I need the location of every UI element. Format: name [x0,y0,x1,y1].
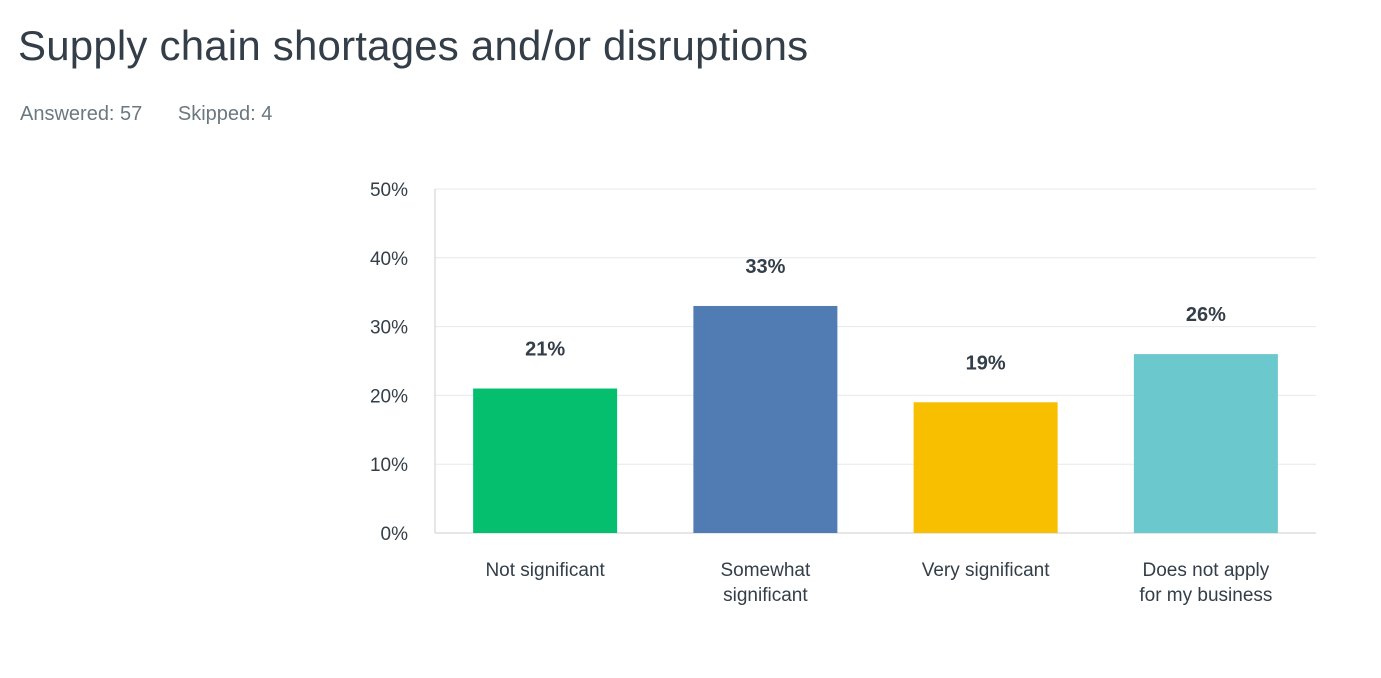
data-label: 26% [1186,304,1226,326]
bars [473,305,1278,533]
category-label-line: significant [723,585,808,606]
data-label: 33% [745,256,785,278]
category-label-line: Somewhat [720,560,810,581]
y-tick-label: 20% [370,386,408,407]
bar [1133,354,1278,533]
y-tick-label: 40% [370,249,408,270]
data-label: 21% [525,339,565,361]
y-tick-label: 10% [370,455,408,476]
bar [913,402,1058,533]
category-label: Not significant [485,560,605,581]
y-tick-label: 30% [370,318,408,339]
category-label: Very significant [922,560,1051,581]
y-tick-label: 0% [381,524,409,545]
data-label: 19% [966,352,1006,374]
y-axis-ticks: 0% 10% 20% 30% 40% 50% [370,180,408,545]
answered-count: Answered: 57 [20,103,143,125]
bar [693,305,838,533]
skipped-count: Skipped: 4 [177,103,273,125]
category-label-line: for my business [1139,585,1272,606]
category-label-line: Very significant [922,560,1051,581]
category-label-line: Not significant [485,560,605,581]
x-axis-categories: Not significant Somewhat significant Very s… [485,560,1272,606]
category-label: Does not apply for my business [1139,560,1272,606]
data-labels: 21% 33% 19% 26% [525,256,1226,374]
page-title: Supply chain shortages and/or disruption… [18,22,809,69]
category-label: Somewhat significant [720,560,810,606]
y-tick-label: 50% [370,180,408,201]
response-stats: Answered: 57 Skipped: 4 [20,103,302,126]
category-label-line: Does not apply [1143,560,1270,581]
bar [473,388,618,533]
